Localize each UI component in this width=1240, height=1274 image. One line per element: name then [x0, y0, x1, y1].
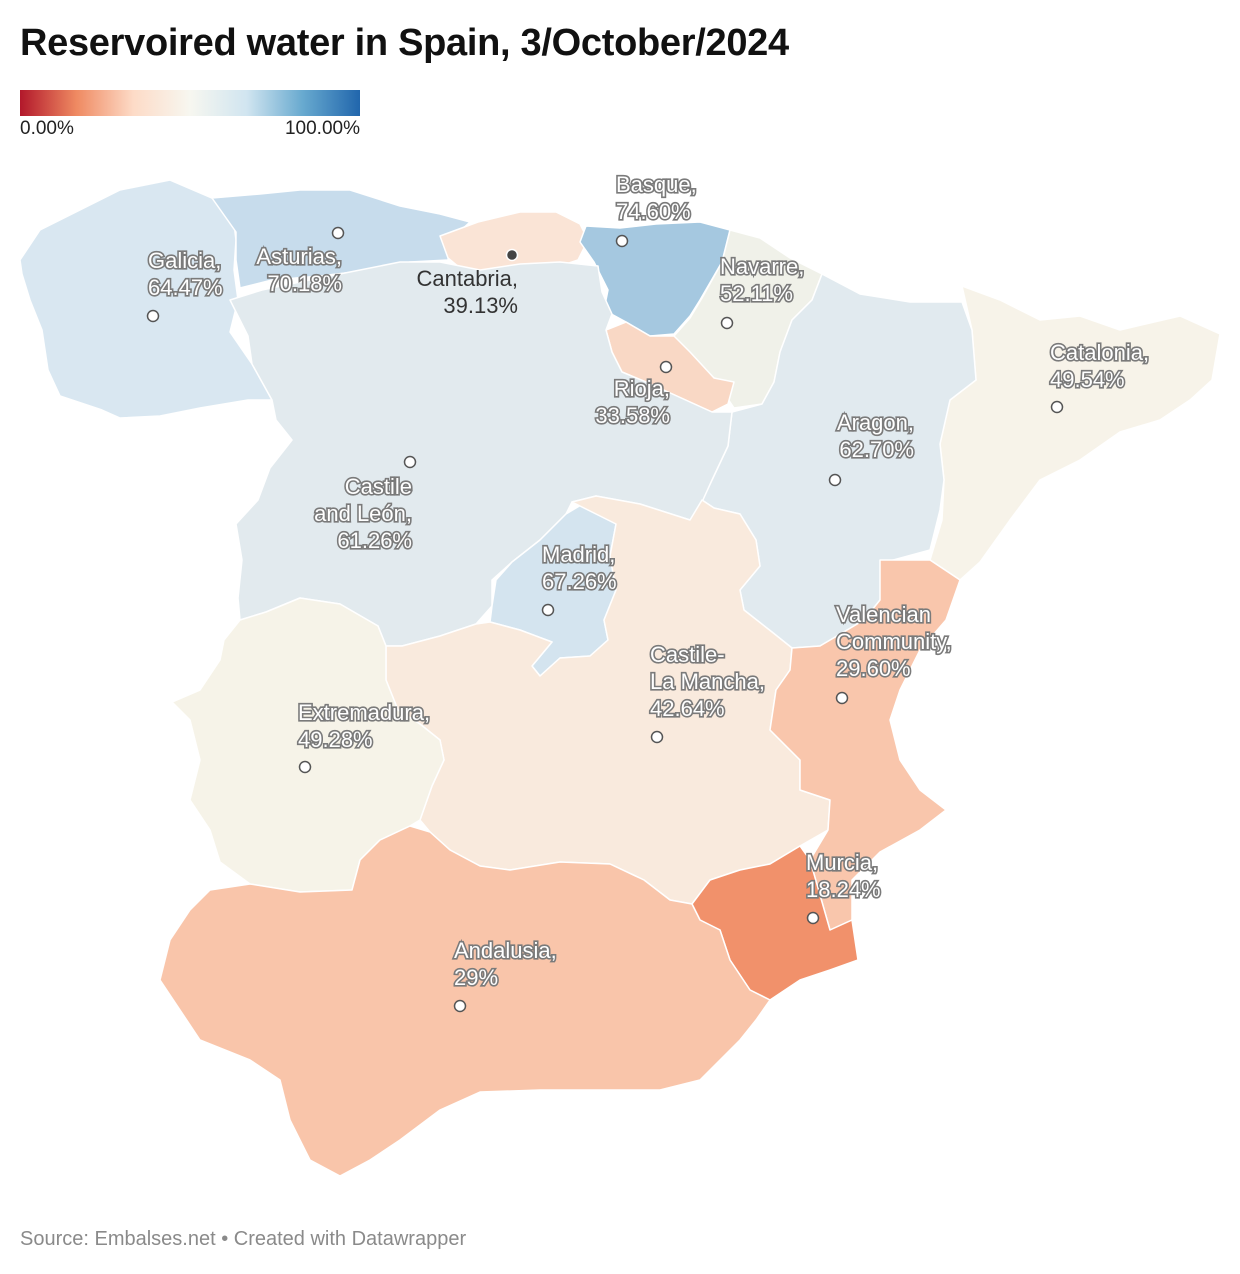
- region-name-galicia: Galicia,: [148, 248, 221, 273]
- labels-layer: Galicia,64.47%Asturias,70.18% Cantabria,3…: [146, 170, 1151, 1013]
- region-marker-andalusia: [453, 999, 467, 1013]
- region-marker-castile-la-mancha: [650, 730, 664, 744]
- region-name-basque: Basque,: [616, 172, 697, 197]
- region-marker-navarre: [720, 316, 734, 330]
- region-marker-castile-leon: [403, 455, 417, 469]
- region-name-asturias: Asturias,: [256, 244, 342, 269]
- region-name-murcia: Murcia,: [806, 850, 878, 875]
- region-value-galicia: 64.47%: [148, 275, 223, 300]
- region-marker-basque: [615, 234, 629, 248]
- region-marker-madrid: [541, 603, 555, 617]
- chart-title: Reservoired water in Spain, 3/October/20…: [20, 22, 789, 64]
- spain-map: Galicia,64.47%Asturias,70.18% Cantabria,3…: [19, 170, 1221, 1177]
- region-name-andalusia: Andalusia,: [454, 938, 557, 963]
- region-name-castile-la-mancha: La Mancha,: [650, 669, 765, 694]
- region-andalusia[interactable]: [159, 825, 771, 1177]
- region-marker-catalonia: [1050, 400, 1064, 414]
- region-asturias[interactable]: [211, 189, 471, 289]
- region-marker-valencian-community: [835, 691, 849, 705]
- region-name-castile-leon: and León,: [314, 501, 412, 526]
- region-value-castile-la-mancha: 42.64%: [650, 696, 725, 721]
- region-name-extremadura: Extremadura,: [298, 700, 430, 725]
- region-value-basque: 74.60%: [616, 199, 691, 224]
- region-value-castile-leon: 61.26%: [337, 528, 412, 553]
- region-marker-murcia: [806, 911, 820, 925]
- region-marker-rioja: [659, 360, 673, 374]
- region-value-aragon: 62.70%: [839, 437, 914, 462]
- legend-labels: 0.00% 100.00%: [20, 118, 360, 140]
- region-value-cantabria: 39.13%: [443, 293, 518, 318]
- region-marker-asturias: [331, 226, 345, 240]
- region-name-madrid: Madrid,: [542, 542, 615, 567]
- region-navarre[interactable]: [673, 229, 823, 409]
- region-name-rioja: Rioja,: [614, 376, 670, 401]
- region-name-navarre: Navarre,: [720, 254, 804, 279]
- source-footer: Source: Embalses.net • Created with Data…: [20, 1228, 467, 1250]
- region-name-castile-la-mancha: Castile-: [650, 642, 725, 667]
- regions-layer: [19, 179, 1221, 1177]
- region-marker-cantabria: [505, 248, 519, 262]
- region-name-cantabria: Cantabria,: [416, 266, 518, 291]
- region-value-rioja: 33.58%: [595, 403, 670, 428]
- region-name-castile-leon: Castile: [345, 474, 412, 499]
- region-value-madrid: 67.26%: [542, 569, 617, 594]
- region-value-murcia: 18.24%: [806, 877, 881, 902]
- region-name-valencian-community: Community,: [836, 629, 952, 654]
- region-value-valencian-community: 29.60%: [836, 656, 911, 681]
- region-value-navarre: 52.11%: [720, 281, 793, 306]
- legend-max-label: 100.00%: [284, 118, 360, 139]
- legend-min-label: 0.00%: [20, 118, 74, 139]
- color-legend: 0.00% 100.00%: [20, 90, 360, 140]
- region-marker-aragon: [828, 473, 842, 487]
- region-marker-extremadura: [298, 760, 312, 774]
- legend-gradient-bar: [20, 90, 360, 116]
- region-name-valencian-community: Valencian: [836, 602, 931, 627]
- region-marker-galicia: [146, 309, 160, 323]
- region-catalonia[interactable]: [929, 285, 1221, 581]
- region-value-extremadura: 49.28%: [298, 727, 373, 752]
- region-name-aragon: Aragon,: [837, 410, 914, 435]
- region-basque[interactable]: [579, 221, 731, 337]
- region-name-catalonia: Catalonia,: [1050, 340, 1149, 365]
- region-value-andalusia: 29%: [454, 965, 498, 990]
- region-value-asturias: 70.18%: [267, 271, 342, 296]
- region-value-catalonia: 49.54%: [1050, 367, 1125, 392]
